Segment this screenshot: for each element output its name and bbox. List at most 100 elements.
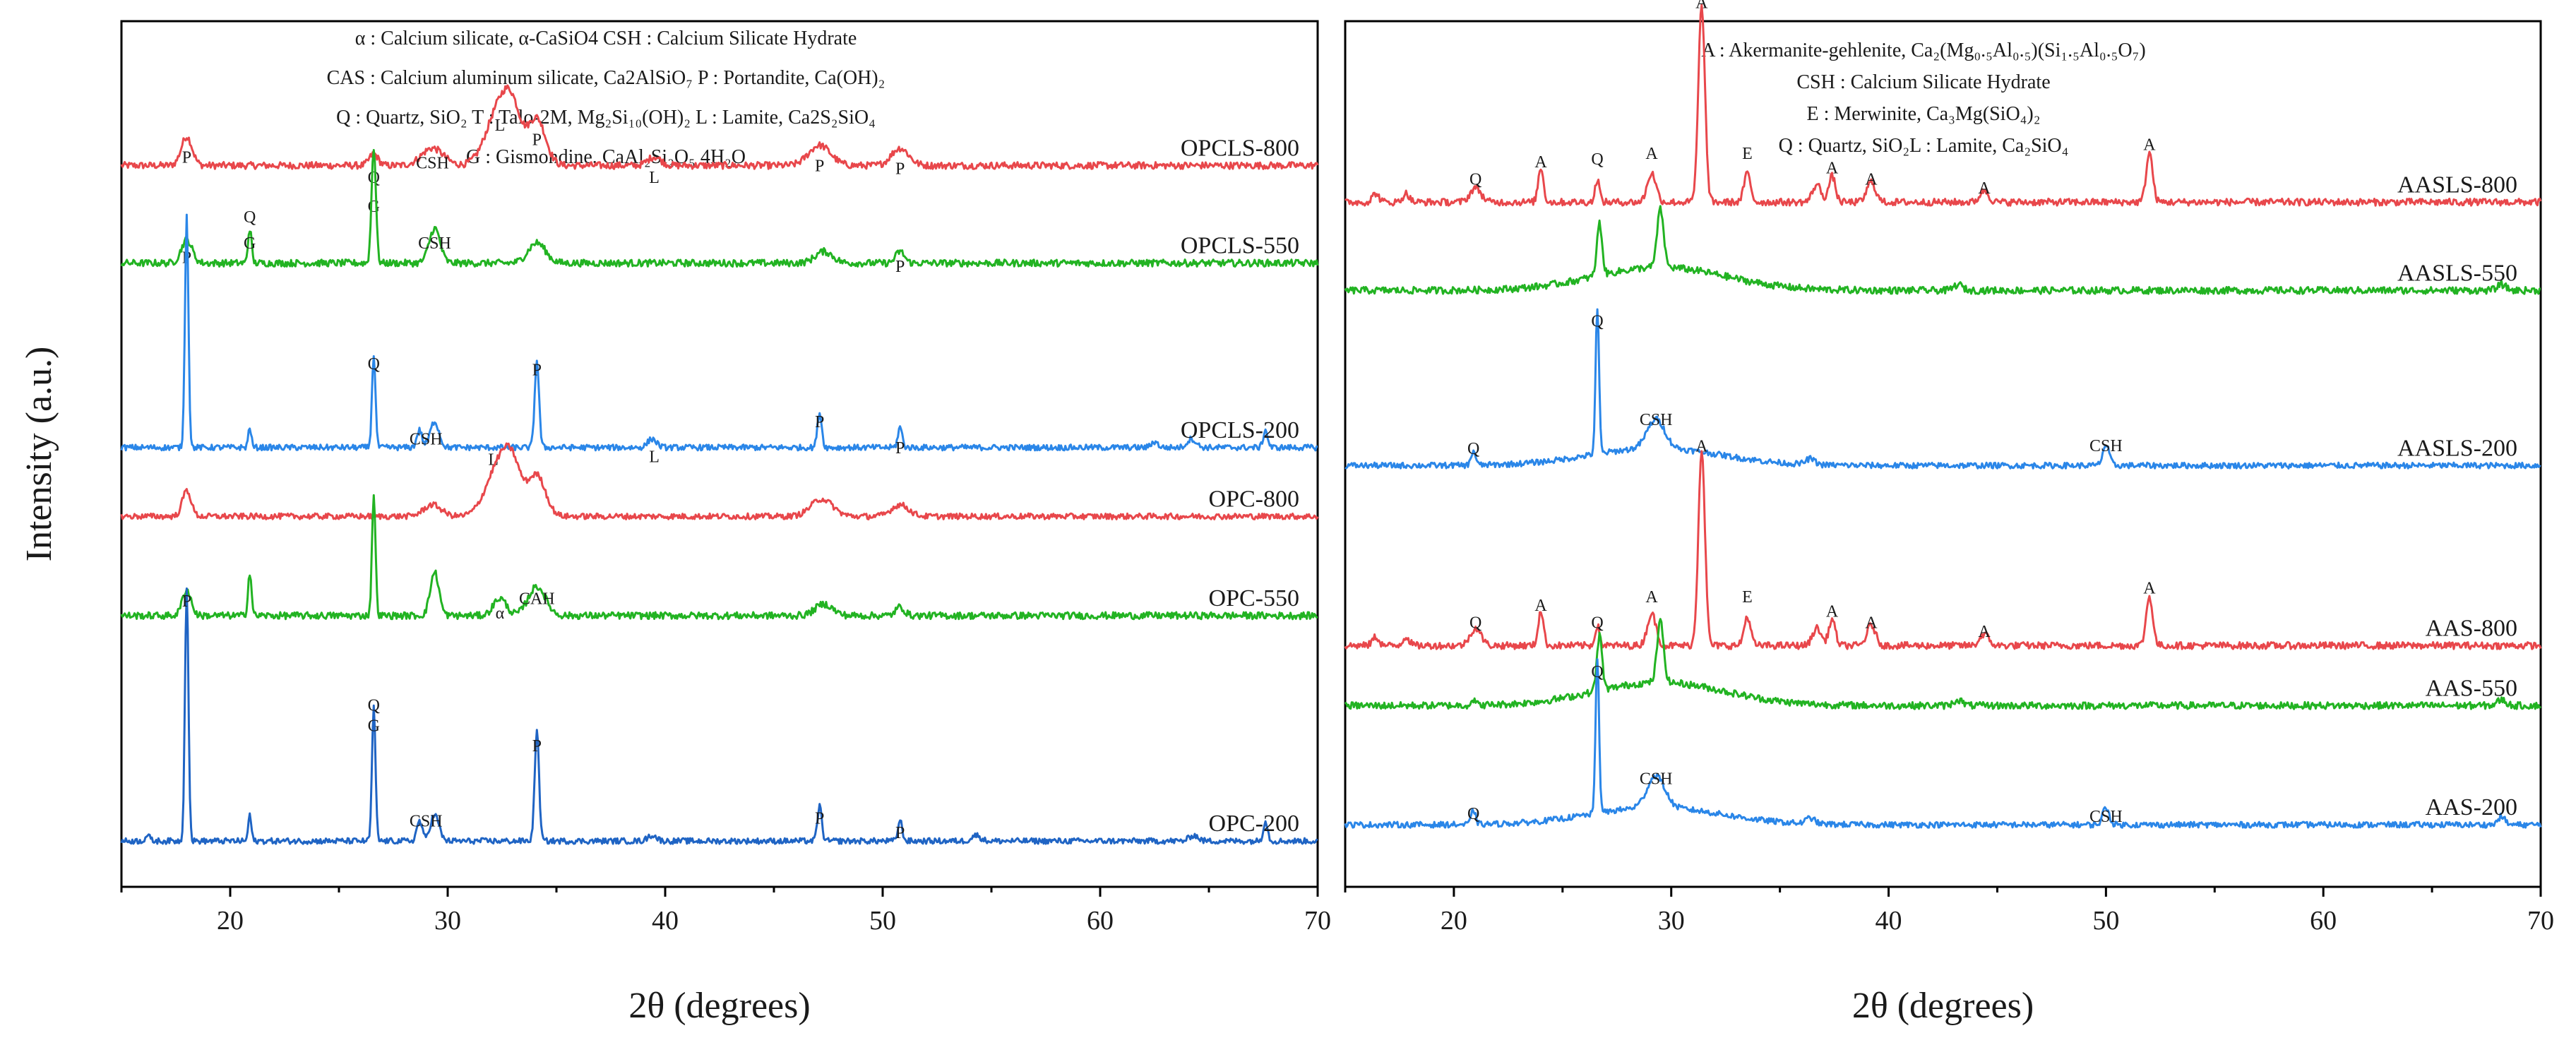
peak-label: L [495,117,506,135]
peak-label: L [488,450,499,469]
x-tick-label: 20 [1441,906,1467,936]
series-trace-OPC-200 [120,587,1318,845]
peak-label: CSH [410,813,443,831]
peak-label: CSH [2089,437,2123,455]
peak-label: P [532,737,542,756]
legend-entry: α : Calcium silicate, α-CaSiO4 CSH : Cal… [355,28,857,49]
peak-label: Q [368,697,380,715]
legend-entry: CSH : Calcium Silicate Hydrate [1796,71,2050,93]
peak-label: A [1826,602,1839,621]
series-label: OPCLS-800 [1181,135,1299,161]
peak-label: A [1978,623,1991,641]
series-trace-AASLS-550 [1344,205,2541,295]
x-tick-label: 30 [434,906,461,936]
peak-label: G [368,717,380,735]
peak-label: Q [1469,171,1481,189]
left-panel: 20 30 40 50 60 70 2θ (degrees) Intensity (a.u.)… [19,20,1331,1026]
peak-label: A [1865,614,1878,633]
x-tick-label: 20 [217,906,244,936]
x-axis-title: 2θ (degrees) [1852,986,2034,1026]
peak-label: G [368,198,380,216]
peak-label: A [1695,438,1708,456]
x-tick-label: 30 [1658,906,1685,936]
series-trace-OPC-550 [120,494,1318,621]
series-label: OPCLS-550 [1181,233,1299,259]
legend-entry: Q : Quartz, SiO₂ T : Talo-2M, Mg₂Si₁₀(OH… [336,107,876,129]
peak-label: P [895,160,905,179]
x-tick-label: 50 [2092,906,2119,936]
legend-entry: Q : Quartz, SiO₂L : Lamite, Ca₂SiO₄ [1779,135,2069,157]
legend-entry: CAS : Calcium aluminum silicate, Ca2AlSi… [327,67,886,89]
peak-label: CSH [1640,411,1673,429]
peak-label: P [895,824,905,842]
series-label: AASLS-800 [2397,172,2517,198]
peak-label: G [244,234,256,253]
series-label: OPCLS-200 [1181,417,1299,443]
series-label: OPC-200 [1209,811,1299,837]
peak-label: A [1826,159,1839,177]
peak-label: P [182,592,191,611]
peak-label: A [2143,136,2156,155]
peak-label: A [1534,597,1547,615]
peak-label: P [815,413,824,431]
peak-label: P [182,148,191,167]
series-trace-OPCLS-200 [120,213,1318,452]
peak-label: Q [1591,614,1603,633]
peak-label: α [496,604,505,623]
x-tick-label: 70 [1304,906,1331,936]
peak-label: Q [368,169,380,187]
peak-label: Q [1591,150,1603,169]
peak-label: A [1645,588,1658,607]
peak-label: Q [368,355,380,374]
right-panel: 20 30 40 50 60 70 2θ (degrees) A : Akermanite-g… [1344,0,2554,1026]
peak-label: P [815,810,824,828]
series-label: OPC-800 [1209,486,1299,512]
series-trace-OPCLS-550 [120,149,1319,268]
peak-label: A [1645,145,1658,163]
peak-label: Q [1467,805,1479,823]
peak-label: E [1742,145,1753,163]
x-tick-label: 40 [1876,906,1902,936]
series-label: AASLS-200 [2397,435,2517,461]
peak-label: A [1695,0,1708,13]
series-trace-AAS-800 [1344,450,2542,650]
series-trace-AAS-550 [1344,618,2542,710]
peak-label: CSH [416,155,449,173]
series-label: AASLS-550 [2397,260,2517,286]
peak-label: A [1534,153,1547,172]
peak-label: CSH [2089,808,2123,826]
peak-label: E [1742,588,1753,607]
series-trace-OPCLS-800 [120,84,1319,170]
series-label: AAS-200 [2426,794,2517,820]
peak-label: CAH [519,590,555,609]
peak-label: CSH [418,234,451,253]
series-label: AAS-550 [2426,675,2517,701]
x-tick-label: 70 [2527,906,2554,936]
peak-label: P [532,131,542,150]
peak-label: L [649,169,660,187]
peak-label: Q [1591,313,1603,331]
plot-frame [120,20,1319,888]
series-trace-OPC-800 [120,442,1319,520]
series-trace-AASLS-200 [1344,308,2541,470]
x-tick-label: 50 [869,906,896,936]
peak-label: Q [244,208,256,227]
peak-label: P [895,439,905,458]
series-label: AAS-800 [2426,615,2517,641]
peak-label: Q [1467,440,1479,458]
plot-frame [1344,20,2542,888]
peak-label: P [895,258,905,276]
legend-entry: A : Akermanite-gehlenite, Ca₂(Mg₀.₅Al₀.₅… [1701,40,2146,61]
peak-label: A [2143,580,2156,598]
peak-label: Q [1591,663,1603,681]
peak-label: L [649,448,660,466]
peak-label: CSH [410,431,443,449]
series-trace-AASLS-800 [1344,4,2542,207]
y-axis-title: Intensity (a.u.) [19,347,59,562]
legend-entry: E : Merwinite, Ca₃Mg(SiO₄)₂ [1806,103,2040,125]
x-axis-title: 2θ (degrees) [628,986,810,1026]
peak-label: CSH [1640,770,1673,789]
x-tick-label: 60 [2310,906,2337,936]
series-trace-AAS-200 [1344,658,2542,829]
